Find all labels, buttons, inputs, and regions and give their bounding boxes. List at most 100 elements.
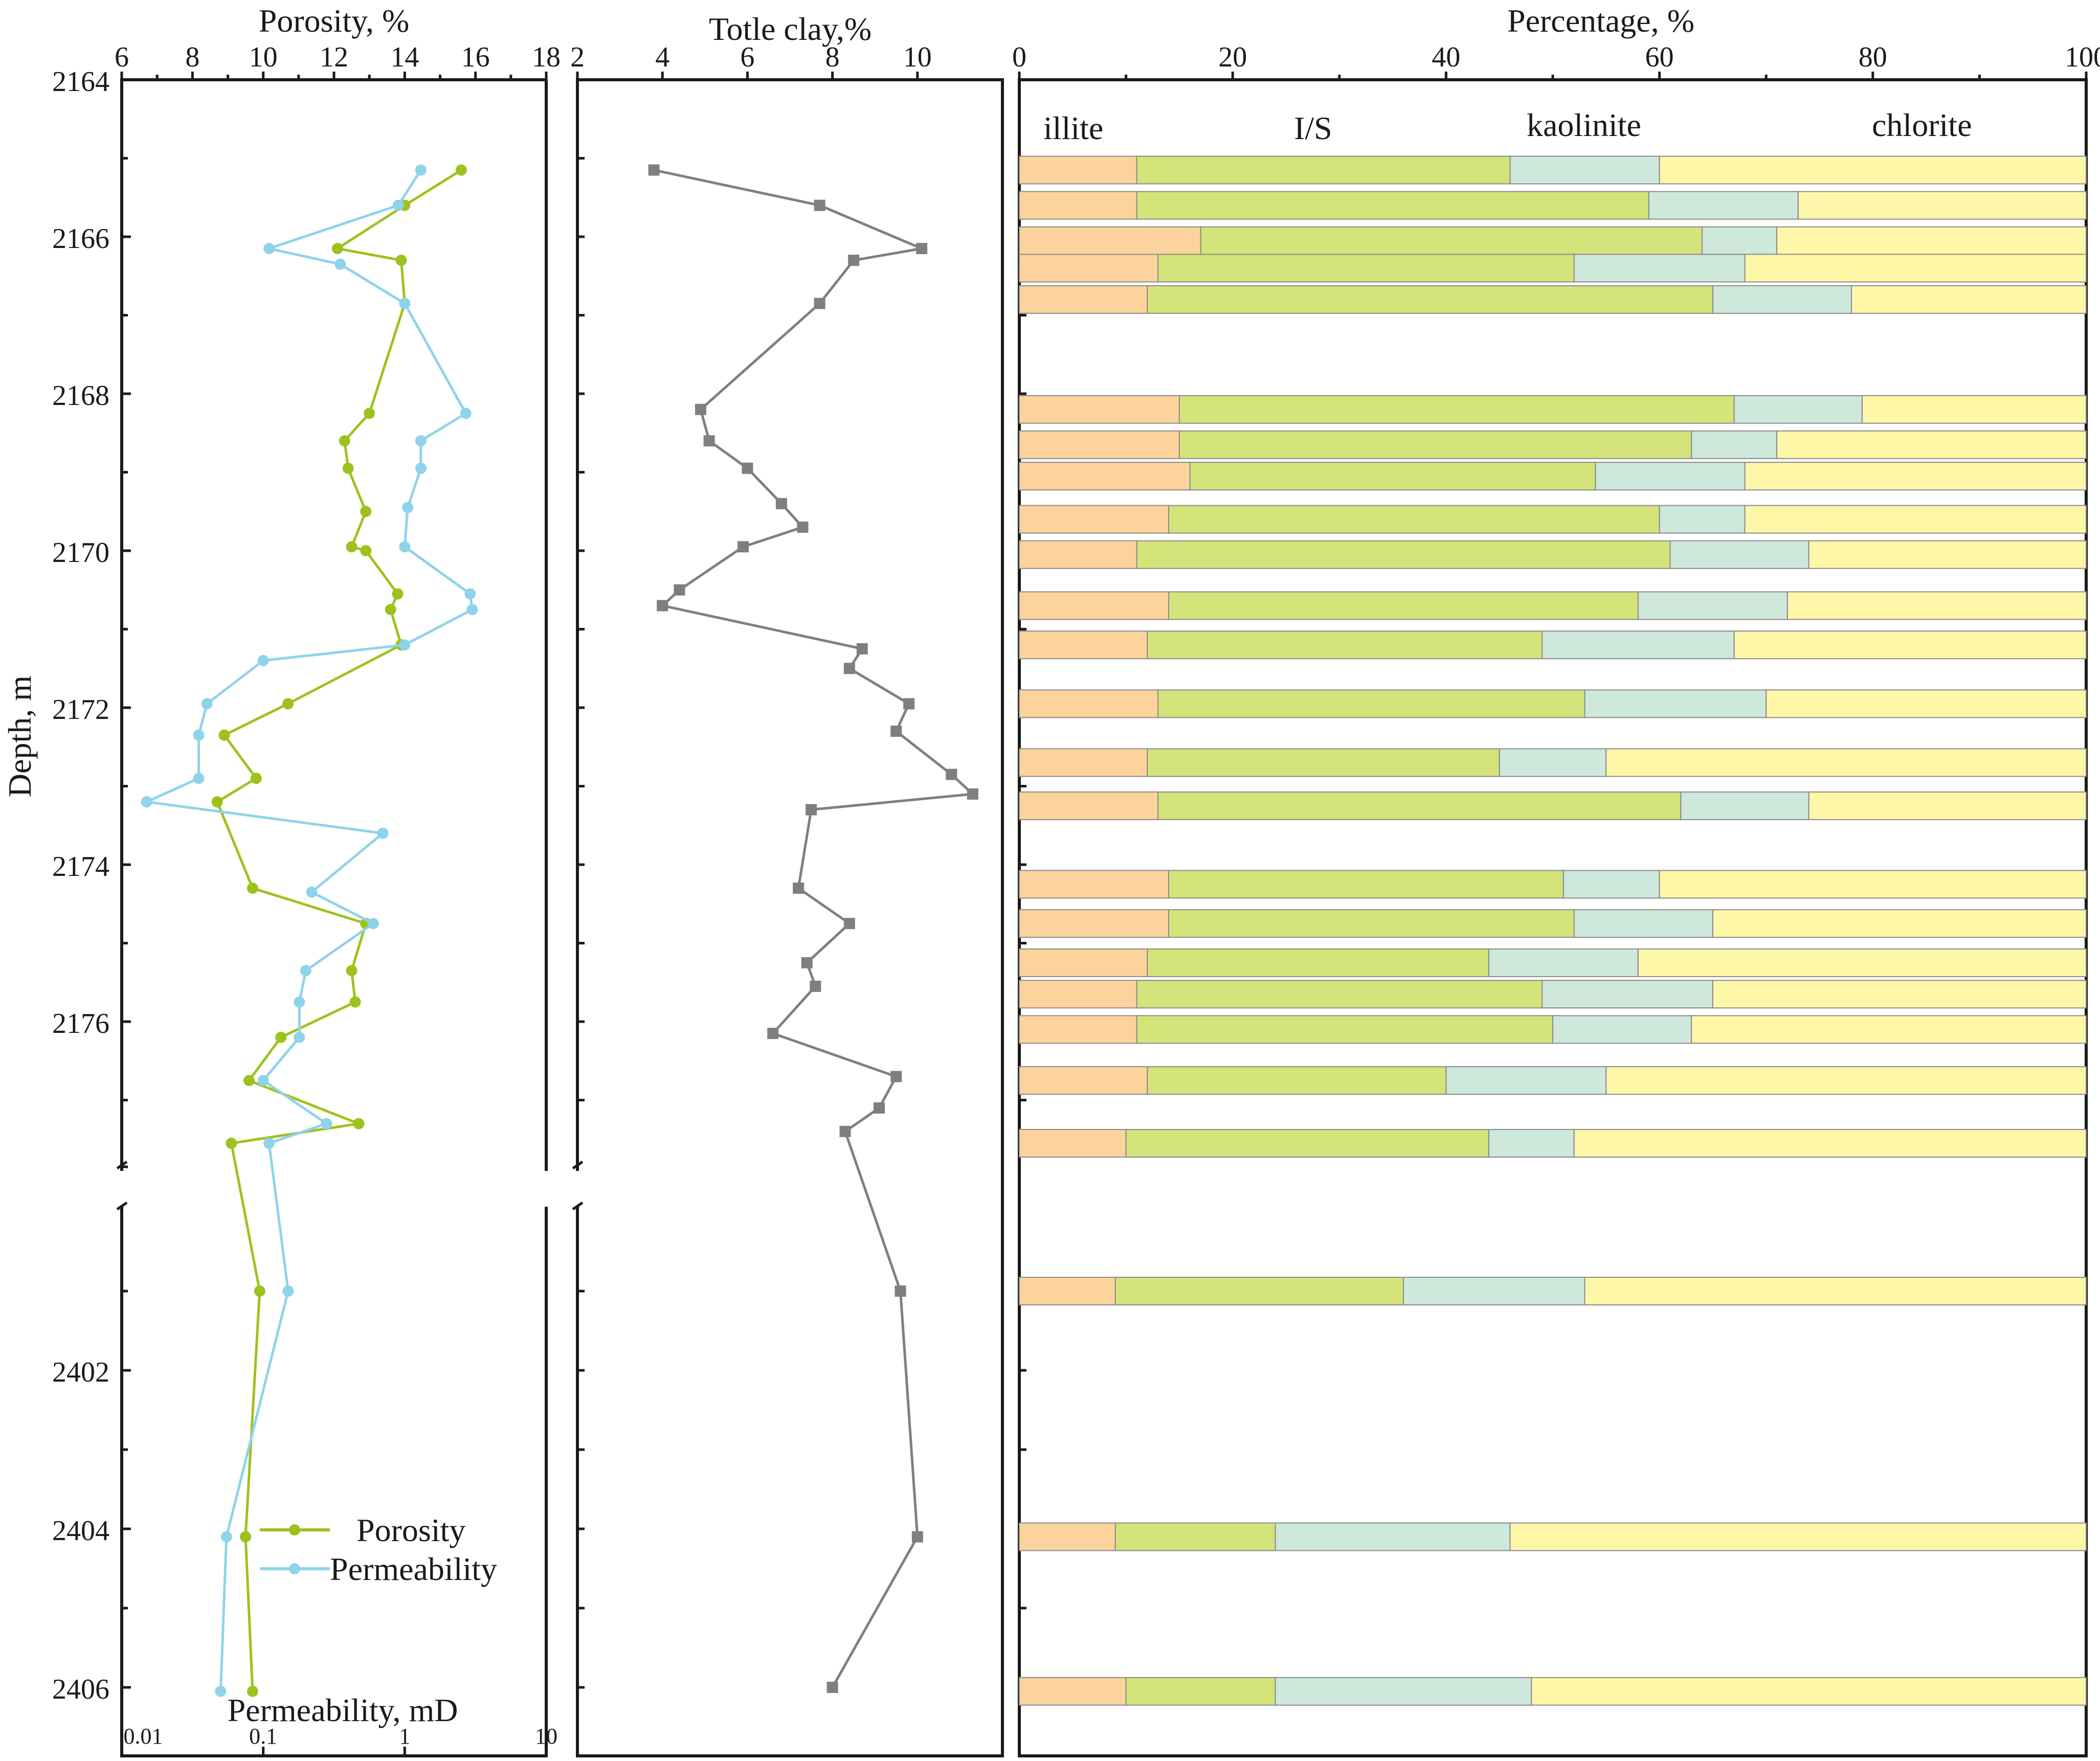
porosity-line	[216, 169, 462, 1691]
bar-segment-is	[1168, 591, 1639, 620]
permeability-point	[263, 243, 275, 255]
bar-segment-chlorite	[1659, 155, 2087, 185]
bar-segment-kaolinite	[1488, 948, 1639, 977]
bar-segment-is	[1125, 1677, 1276, 1706]
bar-segment-illite	[1019, 1277, 1116, 1305]
permeability-point	[399, 541, 411, 553]
porosity-tick-label: 14	[390, 41, 419, 73]
bar-segment-is	[1168, 505, 1660, 534]
bar-segment-chlorite	[1744, 505, 2087, 534]
bar-segment-illite	[1019, 909, 1170, 938]
mineral-stacked-bars	[1019, 155, 2087, 1706]
porosity-panel-frame	[120, 78, 548, 1757]
clay-point	[806, 804, 817, 816]
permeability-point	[294, 1031, 305, 1043]
permeability-tick-label: 1	[399, 1724, 410, 1749]
clay-point	[826, 1682, 838, 1693]
legend-permeability-label: Permeability	[330, 1551, 497, 1587]
depth-axis-title: Depth, m	[2, 675, 38, 797]
percentage-tick-label: 100	[2065, 41, 2100, 73]
clay-point	[648, 164, 660, 176]
legend-chlorite-label: chlorite	[1872, 107, 1972, 143]
permeability-point	[141, 796, 152, 808]
percentage-tick-label: 40	[1432, 41, 1460, 73]
legend-illite-label: illite	[1043, 110, 1103, 146]
porosity-point	[243, 1075, 255, 1087]
bar-segment-is	[1147, 948, 1489, 977]
depth-tick-label: 2168	[52, 380, 109, 412]
permeability-point	[257, 654, 269, 666]
clay-point	[843, 663, 855, 674]
porosity-point	[349, 996, 361, 1008]
bar-segment-is	[1136, 191, 1649, 220]
percentage-x-ticks: 0 20 40 60 80 100	[1012, 41, 2100, 80]
bar-segment-illite	[1019, 462, 1191, 491]
porosity-point	[385, 604, 396, 616]
permeability-axis-title: Permeability, mD	[228, 1692, 458, 1728]
porosity-tick-label: 6	[115, 41, 129, 73]
bar-segment-kaolinite	[1445, 1066, 1607, 1095]
bar-segment-kaolinite	[1648, 191, 1799, 220]
clay-point	[890, 1071, 902, 1082]
clay-point	[814, 199, 825, 211]
porosity-point	[360, 506, 372, 517]
bar-segment-kaolinite	[1402, 1277, 1585, 1305]
depth-y-ticks: 2164 2166 2168 2170 2172 2174 2176 2402 2404 2406	[52, 66, 1026, 1705]
clay-point	[775, 498, 787, 509]
bar-segment-kaolinite	[1562, 870, 1660, 899]
bar-segment-chlorite	[1584, 1277, 2087, 1305]
clay-point	[843, 918, 855, 930]
clay-point	[657, 600, 668, 612]
bar-segment-chlorite	[1744, 254, 2087, 283]
depth-tick-label: 2164	[52, 66, 109, 98]
bar-segment-chlorite	[1808, 540, 2087, 569]
clay-point	[793, 883, 805, 894]
bar-segment-is	[1136, 980, 1543, 1009]
bar-segment-chlorite	[1712, 980, 2087, 1009]
permeability-point	[215, 1685, 227, 1697]
bar-segment-illite	[1019, 191, 1137, 220]
bar-segment-is	[1168, 870, 1564, 899]
bar-segment-chlorite	[1531, 1677, 2087, 1706]
bar-segment-is	[1200, 226, 1703, 255]
bar-segment-kaolinite	[1637, 591, 1788, 620]
permeability-tick-label: 10	[535, 1724, 557, 1749]
percentage-tick-label: 60	[1645, 41, 1674, 73]
clay-point	[903, 698, 915, 710]
clay-point	[890, 726, 902, 737]
porosity-tick-label: 16	[461, 41, 490, 73]
bar-segment-illite	[1019, 870, 1170, 899]
bar-segment-illite	[1019, 155, 1137, 185]
clay-series	[648, 164, 978, 1693]
bar-segment-is	[1157, 791, 1682, 820]
clay-point	[856, 643, 868, 654]
permeability-point	[399, 639, 411, 651]
permeability-point	[201, 698, 213, 710]
bar-segment-is	[1189, 462, 1596, 491]
porosity-point	[247, 883, 258, 894]
porosity-point	[342, 462, 354, 474]
permeability-point	[392, 199, 404, 211]
porosity-point	[240, 1531, 252, 1543]
bar-segment-is	[1147, 1066, 1447, 1095]
bar-segment-is	[1147, 630, 1543, 660]
bar-segment-kaolinite	[1584, 689, 1767, 718]
percentage-axis-title: Percentage, %	[1507, 3, 1694, 39]
bar-segment-kaolinite	[1573, 909, 1713, 938]
percentage-tick-label: 80	[1859, 41, 1887, 73]
bar-segment-illite	[1019, 748, 1148, 777]
depth-tick-label: 2174	[52, 851, 109, 883]
clay-point	[911, 1531, 923, 1543]
legend-is-label: I/S	[1294, 110, 1332, 146]
bar-segment-kaolinite	[1275, 1677, 1532, 1706]
bar-segment-is	[1178, 395, 1735, 424]
porosity-point	[353, 1118, 365, 1130]
bar-segment-is	[1125, 1128, 1489, 1158]
clay-point	[967, 788, 978, 800]
bar-segment-illite	[1019, 591, 1170, 620]
bar-segment-kaolinite	[1552, 1015, 1692, 1044]
clay-tick-label: 4	[655, 41, 669, 73]
depth-tick-label: 2402	[52, 1357, 109, 1388]
permeability-x-ticks: 0.01 0.1 1 10	[120, 1724, 557, 1756]
clay-point	[695, 403, 706, 415]
